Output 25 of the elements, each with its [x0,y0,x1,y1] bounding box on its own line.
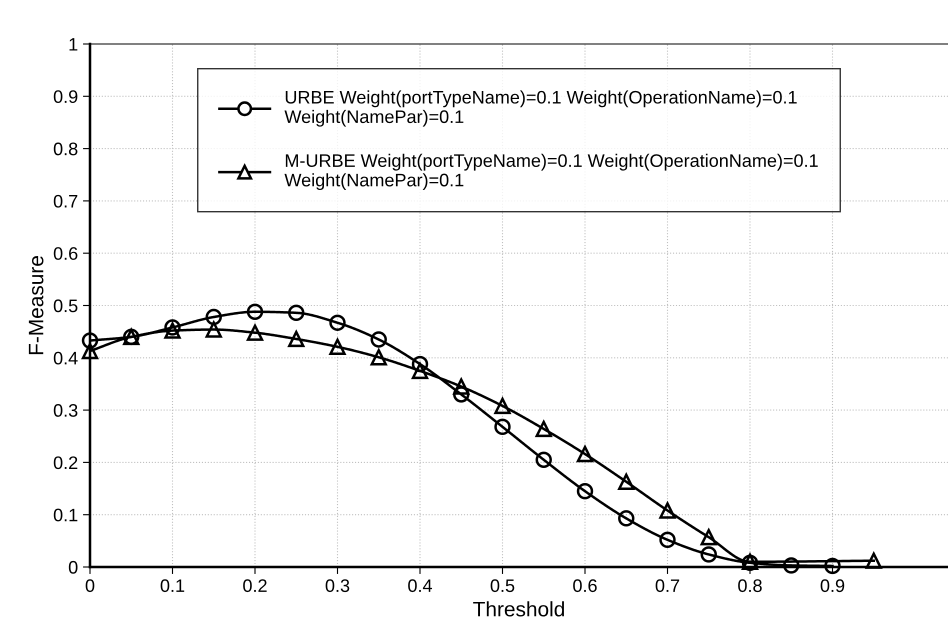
x-tick-label: 0.2 [243,579,267,592]
x-tick-label: 0.5 [490,579,514,592]
y-tick-label: 0 [68,560,78,574]
legend-label: URBE Weight(portTypeName)=0.1 Weight(OperationName)=0.1 Weight(NamePar)=0.1 [284,90,797,127]
y-tick-label: 0.8 [54,142,78,156]
legend-label: M-URBE Weight(portTypeName)=0.1 Weight(OperationName)=0.1 Weight(NamePar)=0.1 [284,154,818,190]
y-tick-label: 0.6 [54,247,78,260]
x-tick-label: 0.3 [326,579,350,592]
x-tick-label: 0 [86,579,94,592]
x-axis-title: Threshold [473,601,564,616]
x-tick-label: 0.1 [160,579,184,592]
y-tick-label: 0.9 [54,90,78,104]
x-tick-label: 0.7 [656,579,680,592]
x-tick-label: 0.8 [738,579,762,592]
y-tick-label: 0.5 [54,299,78,312]
y-tick-label: 0.4 [54,352,78,365]
y-tick-label: 0.7 [54,194,78,208]
y-tick-label: 0.3 [54,404,78,417]
x-tick-label: 0.4 [408,579,432,592]
y-tick-label: 0.2 [54,456,78,470]
y-tick-label: 1 [70,38,78,51]
x-tick-label: 0.6 [573,579,597,592]
y-tick-label: 0.1 [54,508,78,522]
y-axis-title: F-Measure [28,256,44,354]
x-tick-label: 0.9 [820,579,844,592]
